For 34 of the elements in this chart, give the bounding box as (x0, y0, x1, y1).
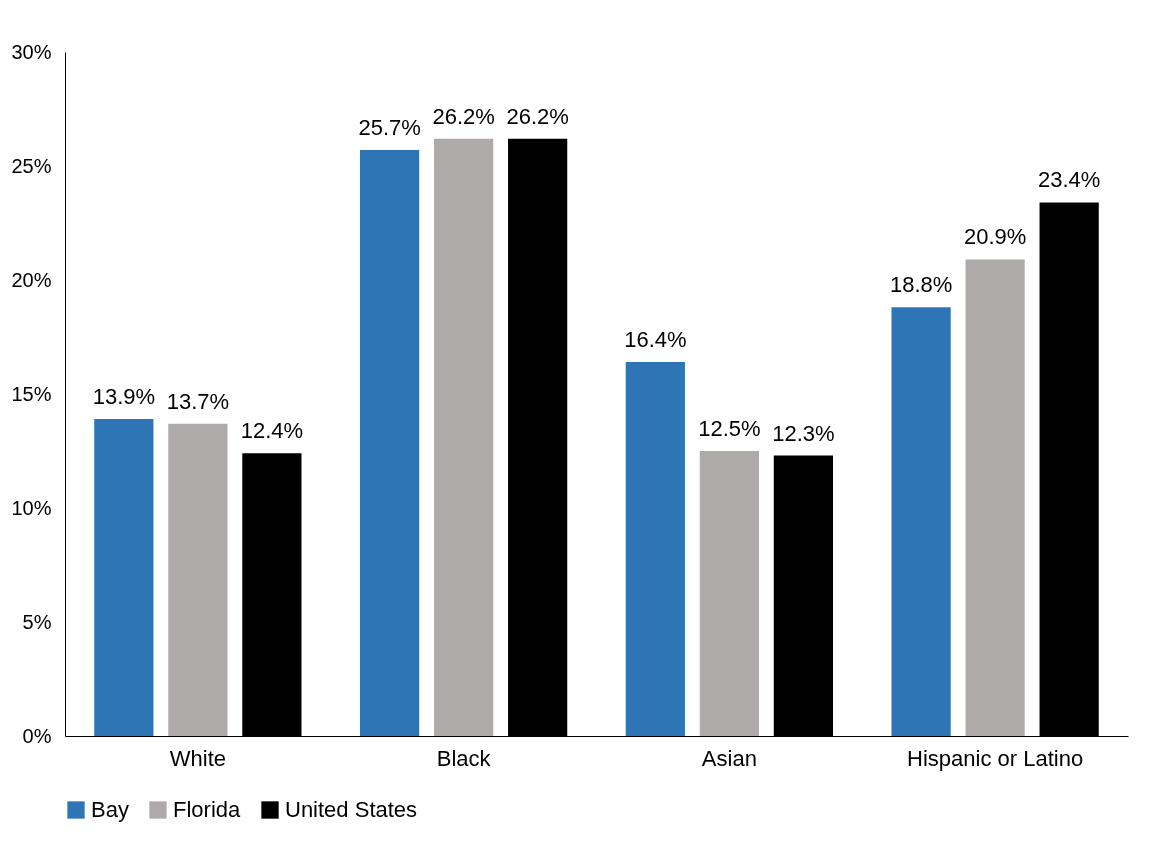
data-label: 26.2% (506, 103, 569, 129)
bar (699, 451, 759, 736)
x-tick-label: Asian (701, 745, 757, 771)
legend-label: Florida (173, 797, 242, 822)
bar (168, 423, 228, 736)
y-tick-label: 5% (22, 610, 52, 633)
x-tick-label: Hispanic or Latino (907, 745, 1084, 771)
data-label: 23.4% (1037, 167, 1101, 193)
y-tick-label: 20% (11, 268, 52, 291)
data-label: 13.9% (92, 384, 156, 410)
data-label: 12.3% (772, 420, 835, 446)
legend-label: Bay (91, 797, 129, 822)
data-label: 12.4% (240, 418, 304, 444)
y-tick-label: 15% (11, 382, 52, 405)
data-label: 26.2% (432, 103, 495, 129)
bar (94, 419, 154, 736)
legend-label: United States (285, 797, 418, 822)
y-tick-label: 0% (22, 724, 52, 747)
data-label: 16.4% (624, 327, 687, 353)
x-tick-label: White (169, 745, 226, 771)
data-label: 18.8% (889, 272, 953, 298)
data-label: 13.7% (166, 388, 230, 414)
bar (965, 259, 1025, 736)
y-tick-label: 10% (11, 496, 52, 519)
data-label: 20.9% (963, 224, 1027, 250)
data-label: 12.5% (698, 416, 761, 441)
x-tick-label: Black (436, 745, 492, 771)
bar (359, 150, 420, 736)
bar (625, 362, 685, 736)
y-tick-label: 25% (11, 154, 52, 177)
y-tick-label: 30% (11, 40, 52, 63)
bar (434, 138, 494, 736)
bar (891, 307, 951, 736)
data-label: 25.7% (358, 115, 421, 141)
